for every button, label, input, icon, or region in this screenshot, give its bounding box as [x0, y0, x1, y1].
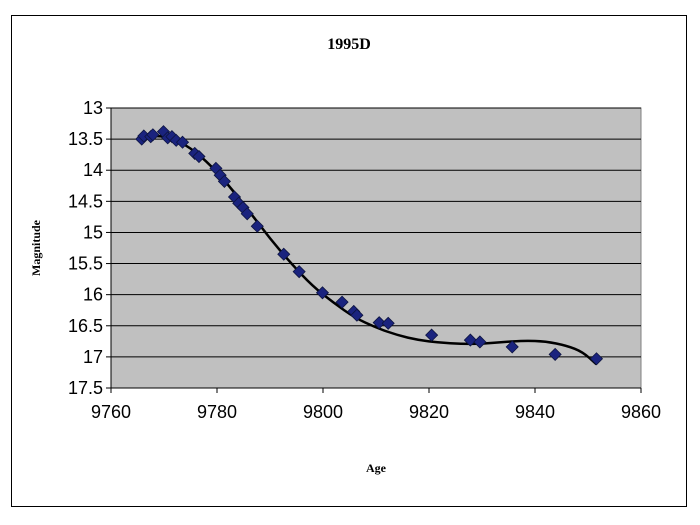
data-point: [372, 316, 386, 330]
y-tick-label: 17: [83, 347, 103, 367]
y-tick-label: 16.5: [68, 316, 103, 336]
data-point: [463, 333, 477, 347]
data-point: [217, 174, 231, 188]
y-tick-label: 13: [83, 98, 103, 118]
data-point: [315, 286, 330, 300]
x-tick-label: 9860: [621, 402, 661, 422]
y-tick-label: 17.5: [68, 378, 103, 398]
chart-title: 1995D: [327, 36, 371, 53]
trend-line: [142, 134, 598, 366]
data-point: [350, 308, 364, 322]
y-tick-label: 14.5: [68, 191, 103, 211]
data-point: [505, 340, 519, 354]
data-point: [192, 149, 206, 164]
x-tick-label: 9840: [515, 402, 555, 422]
data-point: [425, 328, 439, 342]
x-tick-label: 9780: [197, 402, 237, 422]
data-point: [335, 295, 349, 309]
data-point: [548, 347, 562, 361]
y-axis-title: Magnitude: [29, 219, 43, 276]
data-point: [250, 219, 264, 233]
data-point: [240, 207, 254, 221]
x-tick-label: 9760: [91, 402, 131, 422]
y-tick-label: 16: [83, 285, 103, 305]
data-point: [146, 128, 160, 142]
x-tick-labels: 9760 9780 9800 9820 9840 9860: [91, 387, 661, 422]
x-tick-label: 9820: [409, 402, 449, 422]
x-tick-label: 9800: [303, 402, 343, 422]
data-point: [292, 265, 306, 279]
data-point: [589, 352, 604, 366]
data-point: [277, 247, 291, 261]
y-tick-label: 14: [83, 160, 103, 180]
y-tick-label: 15.5: [68, 254, 103, 274]
data-points: [135, 125, 604, 366]
data-point: [473, 335, 487, 349]
x-axis-title: Age: [366, 461, 387, 475]
data-point: [381, 316, 395, 330]
y-tick-label: 15: [83, 222, 103, 242]
y-tick-label: 13.5: [68, 129, 103, 149]
data-point: [175, 135, 190, 149]
y-tick-labels: 13 13.5 14 14.5 15 15.5 16 16.5 17 17.5: [68, 98, 112, 398]
